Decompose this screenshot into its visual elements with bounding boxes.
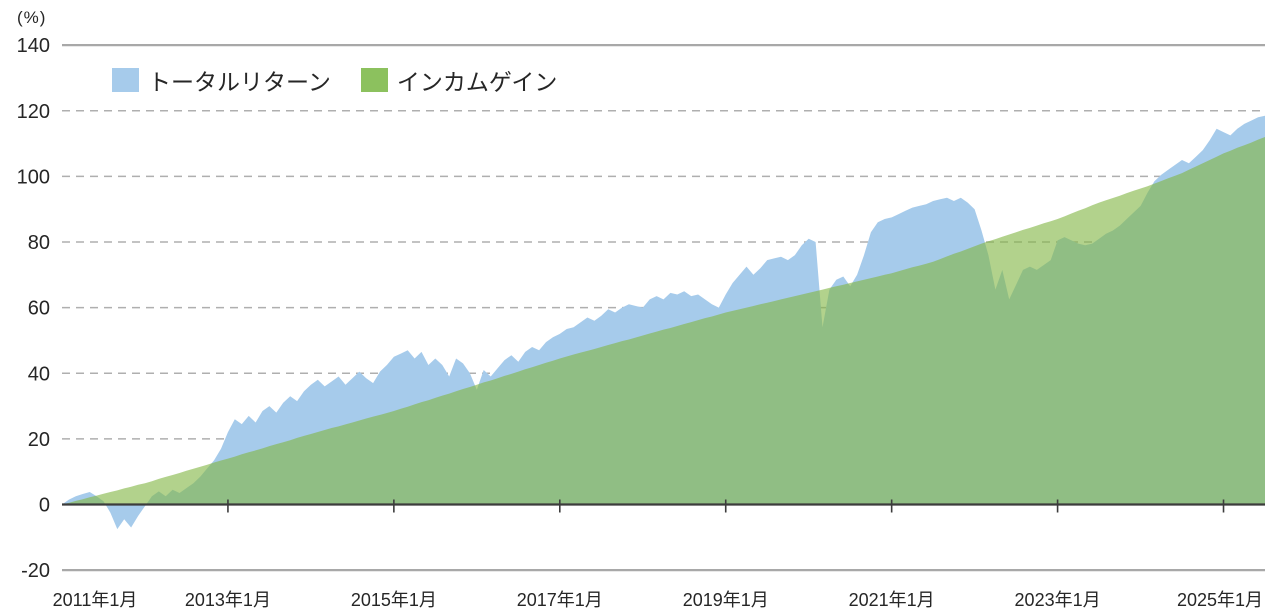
- y-tick-label: 100: [17, 166, 50, 188]
- legend-label-total-return: トータルリターン: [148, 69, 331, 95]
- legend-item-income-gain: インカムゲイン: [360, 63, 558, 97]
- x-tick-label: 2019年1月: [683, 590, 769, 610]
- total-return-swatch: [112, 68, 139, 92]
- y-axis-unit-label: (%): [17, 8, 47, 27]
- legend-label-income-gain: インカムゲイン: [396, 69, 558, 95]
- y-tick-label: 20: [28, 429, 50, 451]
- income-gain-area: [62, 137, 1265, 505]
- x-tick-label: 2011年1月: [53, 590, 138, 610]
- x-tick-label: 2015年1月: [351, 590, 437, 610]
- y-tick-label: 80: [28, 232, 50, 254]
- y-tick-label: -20: [21, 560, 50, 582]
- x-tick-label: 2013年1月: [185, 590, 271, 610]
- x-tick-label: 2021年1月: [849, 590, 935, 610]
- y-tick-label: 140: [17, 35, 50, 57]
- x-tick-label: 2017年1月: [517, 590, 603, 610]
- legend-item-total-return: トータルリターン: [112, 63, 331, 97]
- y-tick-label: 60: [28, 298, 50, 320]
- x-tick-label: 2025年1月: [1177, 590, 1263, 610]
- income-gain-swatch: [360, 68, 388, 92]
- y-tick-label: 0: [39, 495, 50, 517]
- legend: トータルリターン インカムゲイン: [112, 63, 557, 97]
- y-tick-label: 120: [17, 101, 50, 123]
- y-tick-label: 40: [28, 363, 50, 385]
- x-tick-label: 2023年1月: [1015, 590, 1101, 610]
